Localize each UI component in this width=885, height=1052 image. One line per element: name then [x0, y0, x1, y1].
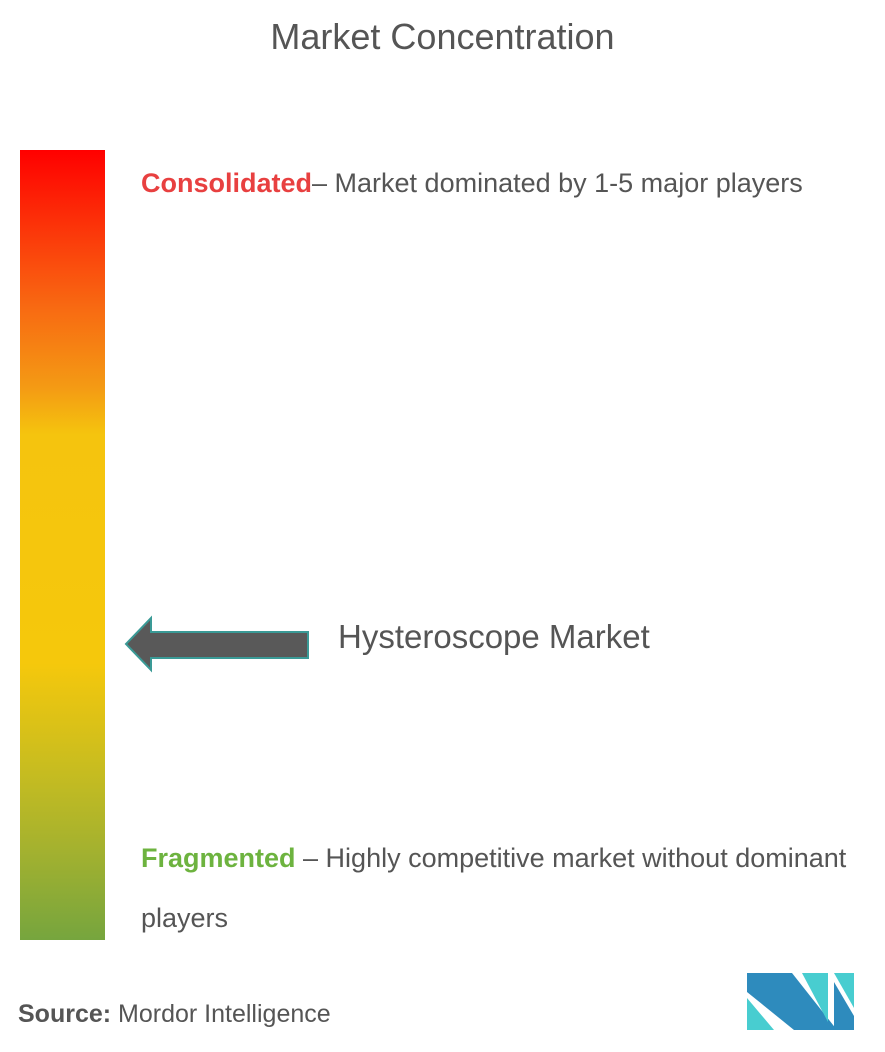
fragmented-text: – Highly competitive market without domi… [141, 843, 847, 933]
fragmented-description: Fragmented – Highly competitive market w… [141, 828, 861, 948]
consolidated-description: Consolidated– Market dominated by 1-5 ma… [141, 153, 861, 213]
concentration-gradient-bar [20, 150, 105, 940]
consolidated-label: Consolidated [141, 168, 313, 198]
source-value: Mordor Intelligence [111, 1000, 331, 1028]
consolidated-text: – Market dominated by 1-5 major players [312, 168, 803, 198]
chart-title: Market Concentration [270, 16, 615, 57]
source-label: Source: [18, 1000, 112, 1028]
market-label: Hysteroscope Market [338, 618, 650, 655]
market-position-arrow [124, 615, 309, 673]
fragmented-label: Fragmented [141, 843, 296, 873]
mordor-intelligence-logo [747, 973, 854, 1030]
source-note: Source: Mordor Intelligence [18, 1000, 331, 1029]
